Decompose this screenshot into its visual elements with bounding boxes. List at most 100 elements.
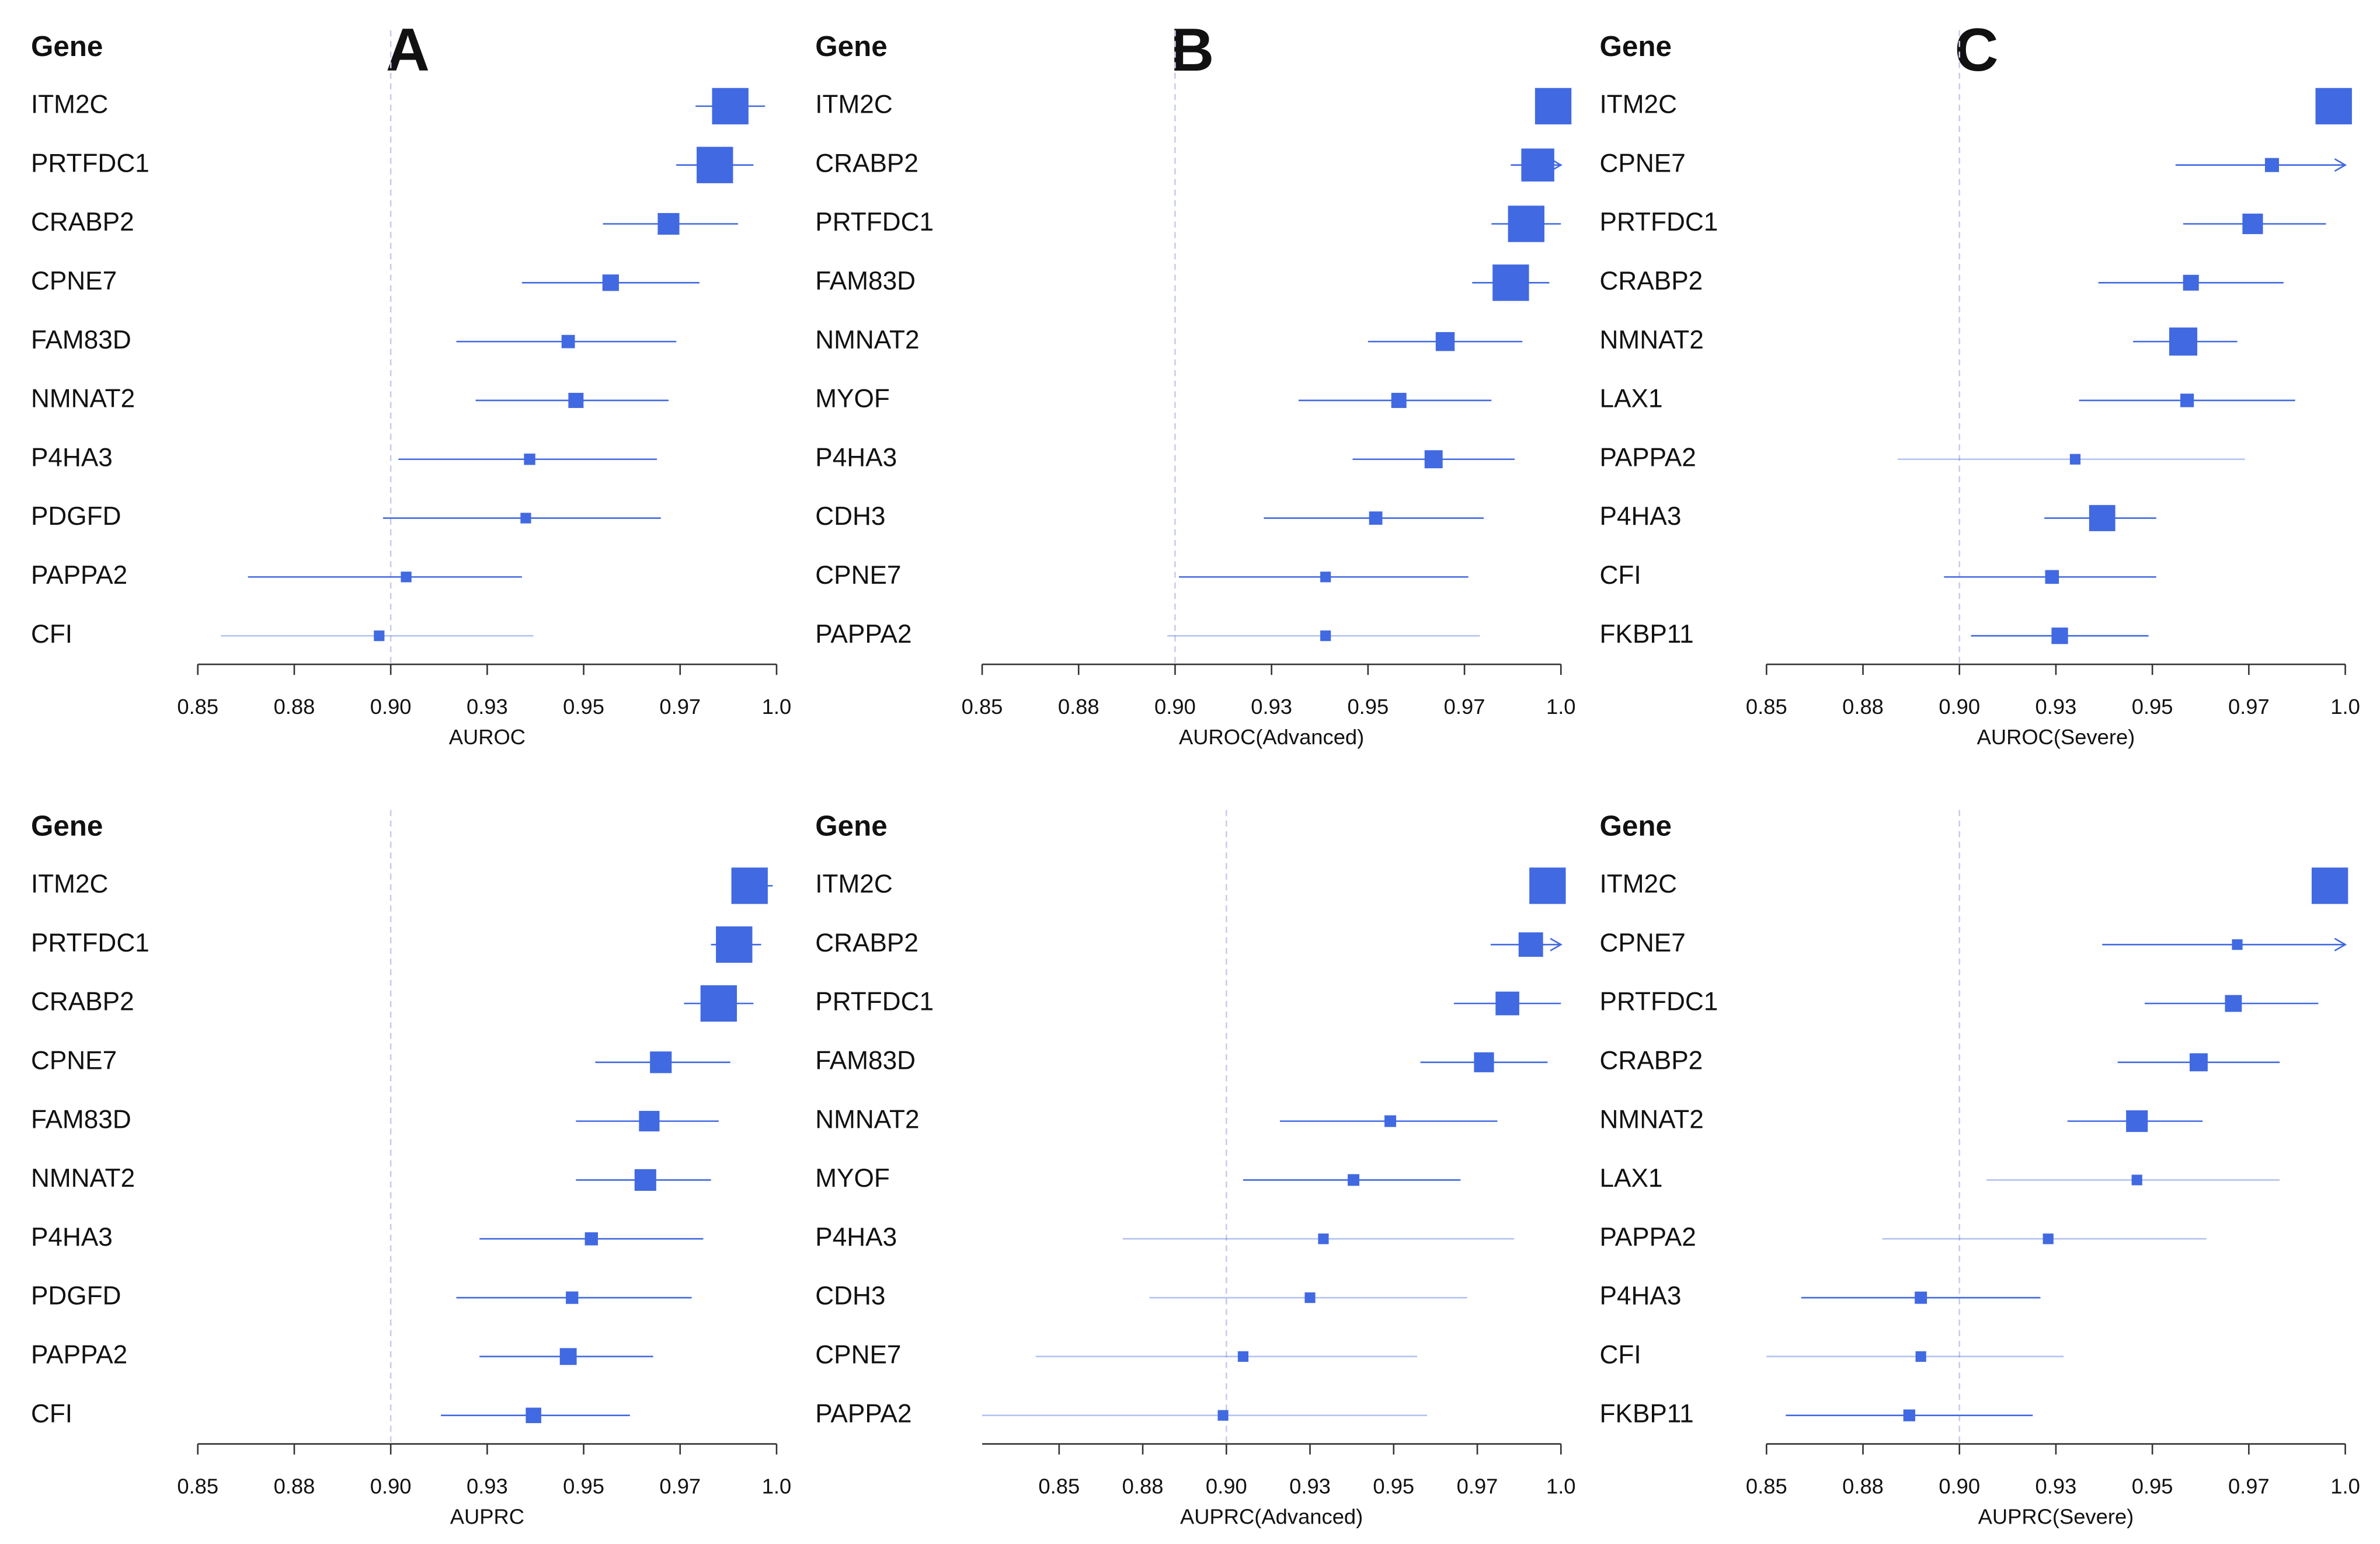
estimate-square	[1508, 205, 1544, 242]
estimate-square	[2045, 570, 2059, 584]
x-tick-label: 0.90	[370, 695, 412, 719]
gene-label: FAM83D	[815, 267, 916, 295]
gene-label: PRTFDC1	[815, 988, 934, 1016]
gene-label: LAX1	[1600, 1164, 1663, 1193]
x-tick-label: 0.97	[2228, 695, 2270, 719]
estimate-square	[657, 212, 680, 235]
x-axis-label: AUROC	[449, 725, 526, 749]
column-header: Gene	[1600, 810, 1672, 842]
gene-label: ITM2C	[815, 90, 892, 119]
estimate-square	[520, 513, 531, 524]
column-header: Gene	[815, 30, 887, 62]
estimate-square	[584, 1232, 598, 1246]
estimate-square	[1369, 511, 1383, 525]
gene-label: PAPPA2	[1600, 1223, 1696, 1252]
estimate-square	[2126, 1110, 2148, 1132]
estimate-square	[697, 147, 733, 183]
estimate-square	[1348, 1174, 1360, 1186]
x-tick-label: 0.85	[962, 695, 1003, 719]
estimate-square	[2089, 505, 2115, 531]
ci-arrow	[2334, 937, 2347, 952]
gene-label: PRTFDC1	[31, 149, 149, 177]
gene-label: CFI	[1600, 1341, 1641, 1369]
estimate-square	[2043, 1233, 2054, 1245]
x-tick-label: 0.95	[1373, 1474, 1414, 1498]
gene-label: P4HA3	[815, 443, 897, 472]
x-tick-label: 0.90	[1154, 695, 1196, 719]
estimate-square	[2311, 867, 2348, 904]
gene-label: MYOF	[815, 385, 890, 413]
estimate-square	[700, 985, 737, 1022]
gene-label: PRTFDC1	[31, 929, 149, 957]
gene-label: CPNE7	[1600, 149, 1686, 177]
gene-label: P4HA3	[815, 1223, 897, 1252]
x-tick-label: 0.90	[370, 1474, 412, 1498]
gene-label: PDGFD	[31, 1282, 121, 1311]
gene-label: P4HA3	[31, 443, 113, 472]
gene-label: NMNAT2	[815, 1105, 919, 1134]
x-tick-label: 0.88	[1842, 695, 1884, 719]
gene-label: P4HA3	[1600, 1282, 1682, 1311]
estimate-square	[712, 88, 749, 125]
x-axis-label: AUPRC	[450, 1504, 524, 1528]
x-tick-label: 0.95	[2132, 695, 2173, 719]
estimate-square	[1521, 148, 1554, 182]
estimate-square	[2131, 1174, 2142, 1186]
x-tick-label: 0.93	[467, 1474, 508, 1498]
gene-label: ITM2C	[1600, 90, 1677, 119]
estimate-square	[401, 571, 412, 583]
x-tick-label: 0.88	[274, 695, 315, 719]
estimate-square	[1320, 630, 1331, 642]
gene-label: P4HA3	[31, 1223, 113, 1252]
ci-arrow	[1550, 937, 1563, 952]
estimate-square	[1391, 392, 1407, 408]
estimate-square	[1320, 571, 1331, 583]
x-tick-label: 0.90	[1939, 1474, 1980, 1498]
forest-panel: Gene B 0.85 0.88 0.90 0.93 0.95 0.97 1.0 AUROC(Ad…	[815, 16, 1575, 749]
x-axis-label: AUROC(Severe)	[1977, 725, 2135, 749]
estimate-square	[2189, 1053, 2208, 1072]
x-axis-label: AUPRC(Severe)	[1978, 1504, 2134, 1528]
forest-panel: Gene A 0.85 0.88 0.90 0.93 0.95 0.97 1.0 AUROC ITM…	[31, 16, 791, 749]
estimate-square	[731, 867, 768, 904]
estimate-square	[1495, 991, 1519, 1016]
x-tick-label: 0.88	[1842, 1474, 1884, 1498]
gene-label: CRABP2	[1600, 1046, 1703, 1075]
x-tick-label: 1.0	[2330, 1474, 2360, 1498]
gene-label: PRTFDC1	[1600, 988, 1718, 1016]
gene-label: ITM2C	[1600, 870, 1677, 898]
x-tick-label: 0.90	[1206, 1474, 1247, 1498]
estimate-square	[568, 392, 584, 408]
x-tick-label: 0.90	[1939, 695, 1980, 719]
gene-label: CPNE7	[1600, 929, 1686, 957]
estimate-square	[1518, 932, 1543, 957]
estimate-square	[1915, 1351, 1926, 1362]
x-tick-label: 0.97	[659, 695, 701, 719]
estimate-square	[1384, 1115, 1397, 1127]
gene-label: NMNAT2	[1600, 1105, 1704, 1134]
estimate-square	[1474, 1052, 1494, 1072]
column-header: Gene	[1600, 30, 1672, 62]
gene-label: CPNE7	[815, 1341, 901, 1369]
gene-label: CFI	[1600, 561, 1641, 590]
x-tick-label: 0.97	[659, 1474, 701, 1498]
estimate-square	[1217, 1410, 1229, 1421]
x-tick-label: 0.93	[2035, 1474, 2077, 1498]
x-tick-label: 0.93	[1251, 695, 1292, 719]
gene-label: PAPPA2	[815, 620, 911, 649]
x-tick-label: 0.85	[1746, 695, 1787, 719]
estimate-square	[1915, 1291, 1927, 1304]
x-axis-label: AUPRC(Advanced)	[1180, 1504, 1363, 1528]
x-tick-label: 1.0	[762, 695, 792, 719]
gene-label: CPNE7	[815, 561, 901, 590]
estimate-square	[2264, 158, 2280, 172]
estimate-square	[2225, 995, 2242, 1012]
estimate-square	[566, 1291, 579, 1304]
gene-label: ITM2C	[31, 90, 108, 119]
gene-label: CPNE7	[31, 1046, 117, 1075]
estimate-square	[650, 1051, 672, 1074]
gene-label: CDH3	[815, 502, 885, 531]
gene-label: CRABP2	[815, 149, 918, 177]
estimate-square	[2051, 628, 2068, 644]
